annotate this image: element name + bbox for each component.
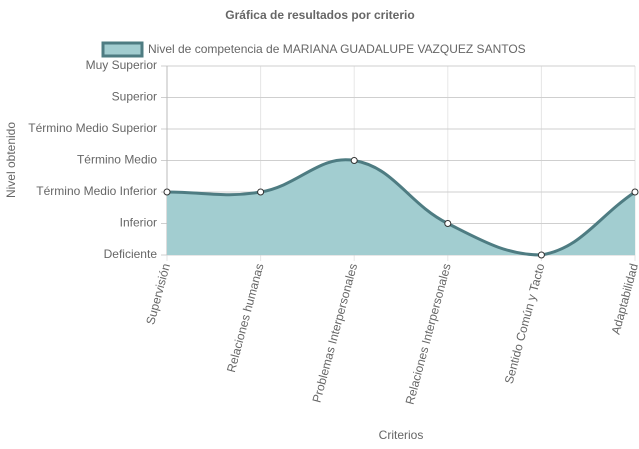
y-tick-label: Término Medio Inferior	[36, 184, 157, 198]
legend-label: Nivel de competencia de MARIANA GUADALUP…	[148, 42, 526, 56]
legend-swatch	[101, 41, 144, 58]
y-tick-label: Superior	[112, 90, 157, 104]
x-tick-label: Relaciones humanas	[224, 262, 267, 374]
point	[444, 220, 452, 227]
y-tick-label: Inferior	[120, 216, 157, 230]
point	[257, 188, 265, 196]
area	[167, 159, 635, 255]
x-tick-label: Sentido Común y Tacto	[502, 262, 548, 386]
y-tick-label: Muy Superior	[86, 58, 157, 72]
x-axis-title: Criterios	[379, 428, 424, 442]
x-tick-label: Adaptabilidad	[609, 262, 639, 336]
y-axis-title: Nivel obtenido	[4, 122, 18, 198]
y-tick-label: Término Medio	[77, 153, 157, 167]
point	[537, 251, 545, 259]
x-tick-label: Supervisión	[143, 262, 173, 326]
point	[631, 188, 639, 196]
point	[350, 157, 358, 164]
x-tick-label: Problemas Interpersonales	[310, 262, 361, 404]
x-tick-label: Relaciones Interpersonales	[403, 262, 454, 406]
chart-title: Gráfica de resultados por criterio	[225, 8, 414, 22]
point	[163, 188, 171, 196]
y-tick-label: Deficiente	[104, 247, 158, 261]
y-tick-label: Término Medio Superior	[28, 121, 157, 135]
